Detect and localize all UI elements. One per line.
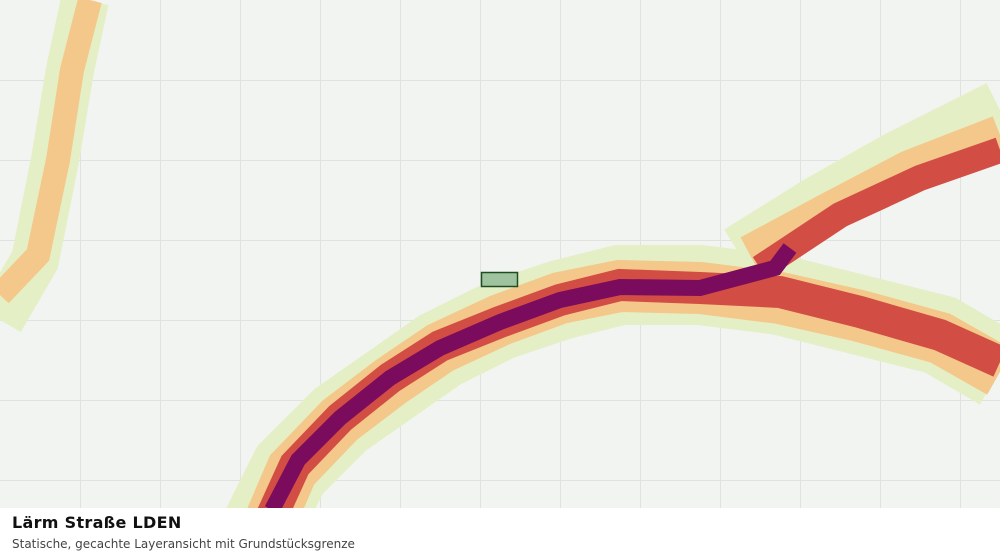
caption-panel: Lärm Straße LDEN Statische, gecachte Lay… (0, 508, 1000, 560)
caption-title: Lärm Straße LDEN (12, 513, 182, 532)
parcel-boundary (480, 271, 519, 288)
noise-zone-highest (264, 243, 797, 514)
caption-subtitle: Statische, gecachte Layeransicht mit Gru… (12, 537, 355, 551)
